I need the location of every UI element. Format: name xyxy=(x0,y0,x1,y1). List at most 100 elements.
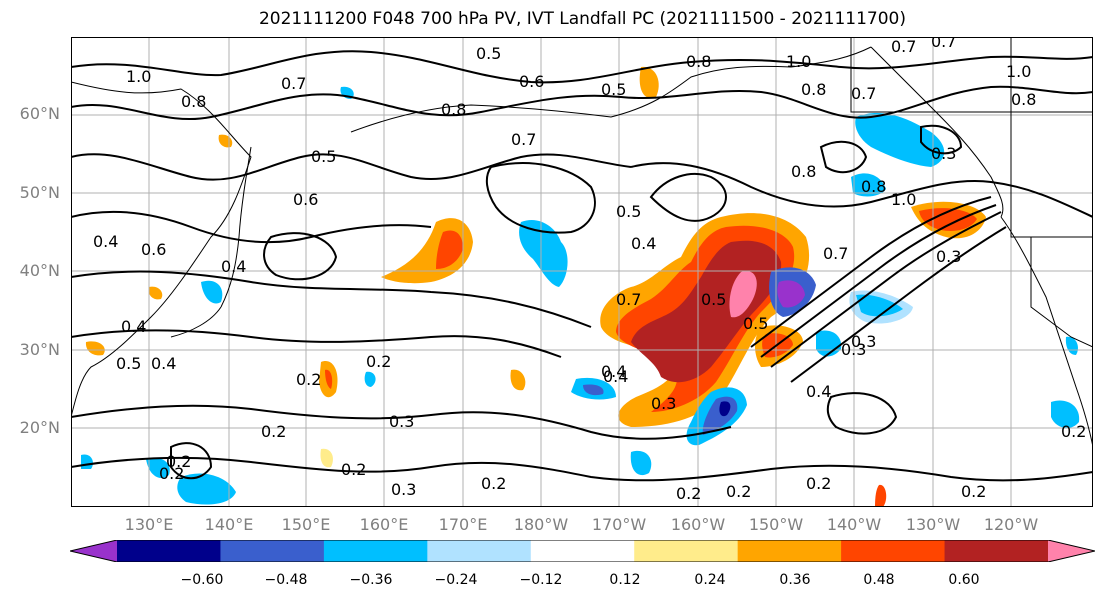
lat-label: 20°N xyxy=(19,418,60,437)
contour-label: 0.4 xyxy=(806,382,831,401)
colorbar-tick: 0.48 xyxy=(863,572,895,588)
contour-label: 0.8 xyxy=(181,92,206,111)
contour-label: 0.4 xyxy=(603,367,628,386)
colorbar-tick: 0.12 xyxy=(609,572,641,588)
colorbar-extend-low xyxy=(70,540,117,562)
colorbar-segment xyxy=(117,540,221,562)
contour-labels: 1.0 0.5 0.6 0.8 0.5 0.7 0.8 0.7 1.0 0.8 … xyxy=(93,37,1086,503)
contour-label: 0.5 xyxy=(743,314,768,333)
contour-label: 0.4 xyxy=(151,354,176,373)
contour-label: 0.4 xyxy=(601,362,626,381)
colorbar-tick: −0.48 xyxy=(264,572,308,588)
contour-label: 0.2 xyxy=(961,482,986,501)
colorbar-tick: −0.60 xyxy=(180,572,224,588)
lon-label: 150°W xyxy=(748,515,804,534)
contour-label: 0.4 xyxy=(93,232,118,251)
contour-label: 0.8 xyxy=(791,162,816,181)
contour-label: 1.0 xyxy=(126,67,151,86)
contour-label: 0.2 xyxy=(676,484,701,503)
colorbar-segment xyxy=(427,540,532,562)
contour-label: 0.3 xyxy=(851,332,876,351)
contour-label: 0.3 xyxy=(931,144,956,163)
contour-label: 0.7 xyxy=(891,37,916,56)
contour-label: 0.3 xyxy=(389,412,414,431)
contour-label: 1.0 xyxy=(891,190,916,209)
contour-label: 0.4 xyxy=(631,234,656,253)
contour-label: 0.2 xyxy=(1061,422,1086,441)
contour-label: 0.3 xyxy=(841,340,866,359)
contour-label: 0.2 xyxy=(296,370,321,389)
lon-label: 130°E xyxy=(124,515,174,534)
contour-label: 0.5 xyxy=(116,354,141,373)
contour-label: 0.8 xyxy=(861,177,886,196)
colorbar-tick: 0.24 xyxy=(694,572,726,588)
contour-label: 0.8 xyxy=(801,80,826,99)
contour-label: 0.7 xyxy=(931,37,956,51)
contour-label: 0.7 xyxy=(851,84,876,103)
contour-label: 0.3 xyxy=(651,394,676,413)
pv-ivt-map: 1.0 0.5 0.6 0.8 0.5 0.7 0.8 0.7 1.0 0.8 … xyxy=(71,37,1093,507)
colorbar-segment xyxy=(944,540,1049,562)
colorbar-segment xyxy=(737,540,842,562)
colorbar xyxy=(70,540,1095,562)
colorbar-segment xyxy=(323,540,428,562)
colorbar-segment xyxy=(530,540,635,562)
contour-label: 0.5 xyxy=(476,44,501,63)
lon-label: 160°E xyxy=(359,515,409,534)
contour-label: 0.2 xyxy=(261,422,286,441)
contour-label: 0.7 xyxy=(823,244,848,263)
contour-label: 0.2 xyxy=(481,474,506,493)
contour-label: 1.0 xyxy=(1006,62,1031,81)
map-border xyxy=(71,37,1093,507)
colorbar-segment xyxy=(220,540,325,562)
colorbar-tick: 0.60 xyxy=(948,572,980,588)
colorbar-extend-high xyxy=(1048,540,1095,562)
contour-label: 0.2 xyxy=(166,452,191,471)
lon-label: 150°E xyxy=(281,515,331,534)
pv-contours xyxy=(71,50,1093,482)
contour-label: 0.5 xyxy=(616,202,641,221)
contour-label: 0.7 xyxy=(616,290,641,309)
contour-label: 0.8 xyxy=(441,100,466,119)
contour-label: 0.5 xyxy=(701,290,726,309)
lon-label: 160°W xyxy=(670,515,726,534)
contour-label: 0.6 xyxy=(141,240,166,259)
lon-label: 120°W xyxy=(983,515,1039,534)
contour-label: 0.2 xyxy=(726,482,751,501)
contour-label: 1.0 xyxy=(786,52,811,71)
ivt-shading xyxy=(81,66,1080,507)
contour-label: 0.2 xyxy=(159,464,184,483)
lat-label: 50°N xyxy=(19,183,60,202)
lat-label: 40°N xyxy=(19,261,60,280)
map-title: 2021111200 F048 700 hPa PV, IVT Landfall… xyxy=(258,9,906,29)
colorbar-tick: −0.24 xyxy=(434,572,478,588)
contour-label: 0.8 xyxy=(1011,90,1036,109)
map-panel: 1.0 0.5 0.6 0.8 0.5 0.7 0.8 0.7 1.0 0.8 … xyxy=(71,37,1093,507)
contour-label: 0.5 xyxy=(601,80,626,99)
lat-label: 60°N xyxy=(19,104,60,123)
contour-label: 0.8 xyxy=(686,52,711,71)
contour-label: 0.6 xyxy=(519,72,544,91)
contour-label: 0.3 xyxy=(936,247,961,266)
lat-label: 30°N xyxy=(19,340,60,359)
contour-label: 0.7 xyxy=(511,130,536,149)
colorbar-tick: 0.36 xyxy=(779,572,811,588)
lon-label: 180°W xyxy=(513,515,569,534)
lon-label: 170°W xyxy=(591,515,647,534)
contour-label: 0.2 xyxy=(341,460,366,479)
lon-label: 140°E xyxy=(204,515,254,534)
contour-label: 0.4 xyxy=(121,317,146,336)
colorbar-segment xyxy=(841,540,946,562)
contour-label: 0.2 xyxy=(366,352,391,371)
colorbar-tick: −0.36 xyxy=(349,572,393,588)
lon-label: 130°W xyxy=(905,515,961,534)
contour-label: 0.6 xyxy=(293,190,318,209)
lon-label: 170°E xyxy=(438,515,488,534)
contour-label: 0.4 xyxy=(221,257,246,276)
colorbar-segment xyxy=(634,540,739,562)
contour-label: 0.5 xyxy=(311,147,336,166)
lon-label: 140°W xyxy=(826,515,882,534)
contour-label: 0.7 xyxy=(281,74,306,93)
colorbar-tick: −0.12 xyxy=(519,572,563,588)
contour-label: 0.2 xyxy=(806,474,831,493)
